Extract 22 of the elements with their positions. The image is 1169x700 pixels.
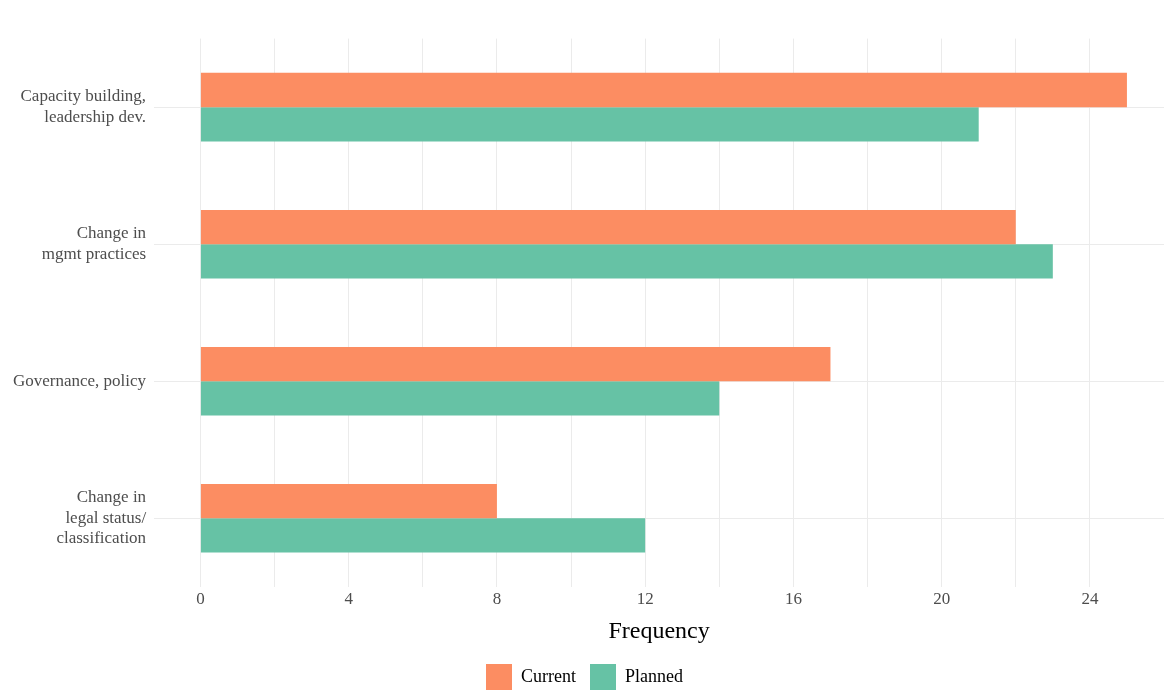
y-tick-label: Capacity building, leadership dev. [20,86,147,126]
bar [200,72,1127,108]
x-tick-label: 24 [1081,589,1099,609]
x-tick-label: 8 [492,589,502,609]
bar [200,346,831,382]
bar [200,518,646,553]
x-axis-title: Frequency [608,616,710,643]
y-tick-label: Governance, policy [12,370,147,390]
bar [200,209,1016,245]
x-tick-label: 4 [344,589,354,609]
y-tick-label: Change in mgmt practices [41,223,147,263]
bar [200,484,497,519]
x-tick-label: 16 [784,589,802,609]
legend-label: Planned [625,665,683,686]
bar [200,107,979,142]
x-tick-label: 20 [933,589,951,609]
legend-label: Current [521,665,576,686]
bar [200,244,1053,279]
x-tick-label: 12 [636,589,654,609]
y-tick-label: Change in legal status/ classification [56,487,147,548]
bar [200,381,720,416]
x-tick-label: 0 [196,589,205,609]
